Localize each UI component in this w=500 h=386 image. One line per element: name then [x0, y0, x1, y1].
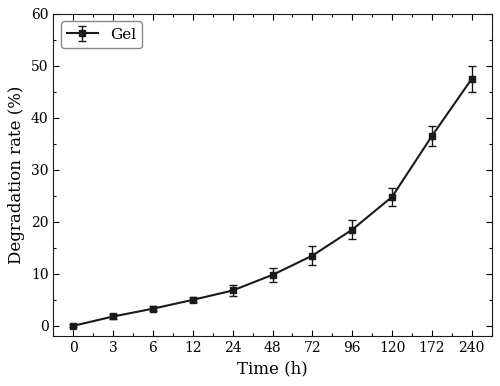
X-axis label: Time (h): Time (h) — [237, 361, 308, 378]
Y-axis label: Degradation rate (%): Degradation rate (%) — [8, 86, 25, 264]
Legend: Gel: Gel — [61, 22, 142, 48]
